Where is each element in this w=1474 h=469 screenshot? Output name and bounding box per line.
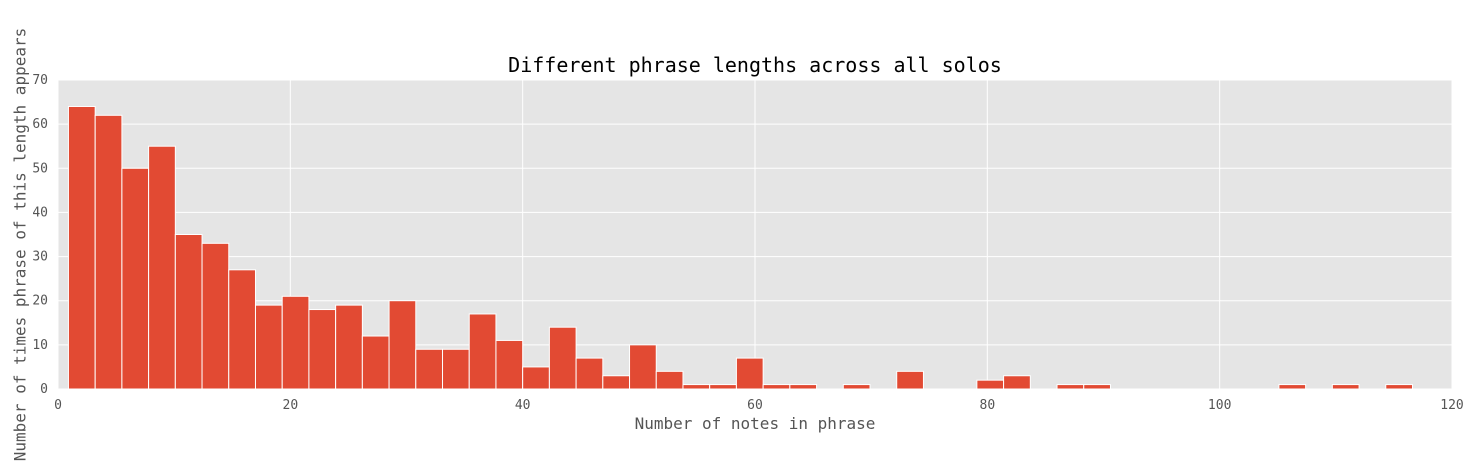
y-tick-label: 20 <box>32 294 48 309</box>
histogram-bar <box>335 304 363 390</box>
x-tick-label: 0 <box>54 398 62 413</box>
histogram-bar <box>388 300 417 390</box>
histogram-bar <box>308 309 337 390</box>
histogram-bar <box>148 145 176 390</box>
histogram-bar <box>495 339 524 390</box>
histogram-bar <box>896 370 924 390</box>
histogram-bar <box>602 375 631 390</box>
histogram-bar <box>1385 384 1414 390</box>
x-tick-label: 80 <box>980 398 996 413</box>
histogram-bar <box>1331 384 1360 390</box>
histogram-bar <box>1056 384 1085 390</box>
histogram-bar <box>442 348 470 390</box>
histogram-bar <box>174 234 203 390</box>
histogram-bar <box>254 304 283 390</box>
histogram-bar <box>1003 375 1031 390</box>
histogram-bar <box>94 114 123 390</box>
histogram-bar <box>629 344 657 390</box>
histogram-bar <box>682 384 711 390</box>
histogram-bar <box>548 326 577 390</box>
histogram-bar <box>1083 384 1111 390</box>
histogram-bar <box>121 167 150 390</box>
bars <box>67 105 1414 390</box>
histogram-bar <box>655 370 684 390</box>
y-tick-labels: 0 10 20 30 40 50 60 70 <box>32 73 48 397</box>
x-tick-label: 120 <box>1440 398 1463 413</box>
y-tick-label: 30 <box>32 250 48 265</box>
histogram-bar <box>281 295 310 390</box>
histogram-bar <box>67 105 96 390</box>
histogram-bar <box>468 313 497 390</box>
y-axis-label: Number of times phrase of this length ap… <box>11 28 30 461</box>
y-tick-label: 60 <box>32 117 48 132</box>
histogram-bar <box>228 269 256 390</box>
y-tick-label: 70 <box>32 73 48 88</box>
y-tick-label: 50 <box>32 161 48 176</box>
histogram-bar <box>842 384 871 390</box>
x-tick-label: 40 <box>515 398 531 413</box>
histogram-bar <box>361 335 390 390</box>
x-tick-labels: 0 20 40 60 80 100 120 <box>54 398 1464 413</box>
x-tick-label: 60 <box>747 398 763 413</box>
histogram-bar <box>762 384 791 390</box>
x-axis-label: Number of notes in phrase <box>635 414 876 433</box>
chart-title: Different phrase lengths across all solo… <box>508 53 1002 77</box>
x-tick-label: 100 <box>1208 398 1231 413</box>
histogram-bar <box>976 379 1005 390</box>
histogram-bar <box>201 242 230 390</box>
y-tick-label: 10 <box>32 338 48 353</box>
histogram-bar <box>415 348 444 390</box>
histogram-bar <box>1278 384 1307 390</box>
histogram-bar <box>789 384 818 390</box>
x-tick-label: 20 <box>283 398 299 413</box>
histogram-bar <box>522 366 550 390</box>
y-tick-label: 0 <box>40 382 48 397</box>
y-tick-label: 40 <box>32 205 48 220</box>
histogram-bar <box>575 357 604 390</box>
histogram-bar <box>709 384 737 390</box>
histogram-bar <box>735 357 764 390</box>
